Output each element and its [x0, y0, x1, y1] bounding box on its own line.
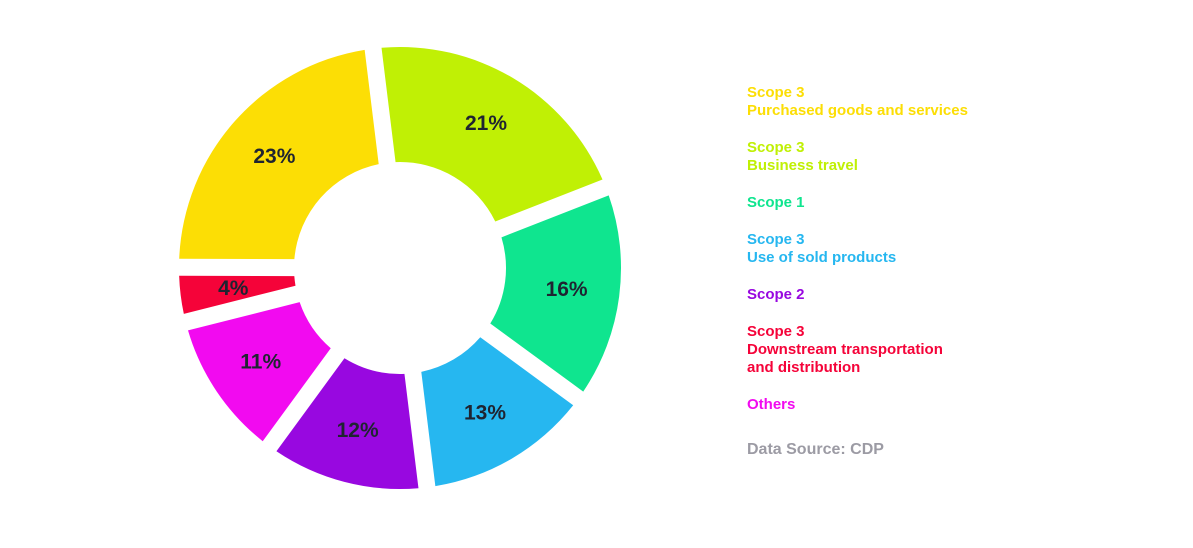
donut-slice-value-label-2: 13%	[464, 401, 506, 424]
legend-item-line: Downstream transportation	[747, 341, 943, 358]
legend-item-line: Scope 3	[747, 231, 805, 248]
donut-slice-2	[421, 337, 574, 487]
donut-slice-4	[188, 302, 331, 442]
legend-item-4: Scope 2	[747, 286, 1077, 304]
donut-slice-6	[179, 49, 379, 260]
legend-item-5: Scope 3 Downstream transportation and dist…	[747, 323, 1077, 377]
donut-slice-value-label-4: 11%	[240, 350, 281, 373]
chart-legend: Scope 3 Purchased goods and services Scope…	[747, 84, 1077, 459]
donut-slice-value-label-0: 21%	[465, 112, 507, 135]
legend-item-line: Scope 2	[747, 286, 805, 303]
donut-slice-3	[276, 358, 419, 490]
legend-item-line: Scope 3	[747, 139, 805, 156]
donut-slice-value-label-1: 16%	[546, 278, 588, 301]
donut-slice-5	[179, 275, 296, 314]
donut-slice-1	[490, 195, 622, 392]
legend-item-line: Others	[747, 396, 796, 413]
legend-item-line: Business travel	[747, 157, 858, 174]
legend-item-line: Scope 3	[747, 323, 805, 340]
legend-item-line: Use of sold products	[747, 249, 897, 266]
donut-slice-0	[381, 46, 603, 222]
legend-item-2: Scope 1	[747, 194, 1077, 212]
legend-item-0: Scope 3 Purchased goods and services	[747, 84, 1077, 120]
donut-slice-value-label-3: 12%	[337, 419, 379, 442]
legend-item-1: Scope 3 Business travel	[747, 139, 1077, 175]
donut-slice-value-label-5: 4%	[218, 277, 249, 300]
legend-item-line: Purchased goods and services	[747, 102, 968, 119]
donut-slice-value-label-6: 23%	[253, 145, 295, 168]
legend-item-line: and distribution	[747, 359, 861, 376]
data-source-label: Data Source: CDP	[747, 441, 884, 458]
legend-item-6: Others	[747, 396, 1077, 414]
legend-item-line: Scope 3	[747, 84, 805, 101]
legend-item-line: Scope 1	[747, 194, 805, 211]
legend-item-3: Scope 3 Use of sold products	[747, 231, 1077, 267]
donut-chart: 21% 16% 13% 12% 11% 4% 23%	[179, 46, 622, 490]
legend-items: Scope 3 Purchased goods and services Scope…	[747, 84, 1077, 414]
